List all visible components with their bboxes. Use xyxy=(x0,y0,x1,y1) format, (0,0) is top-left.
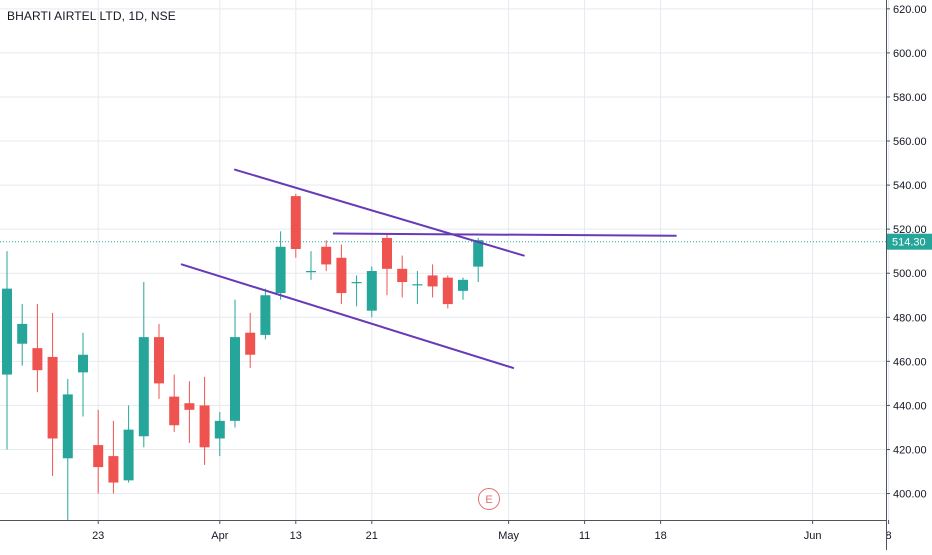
candle-body[interactable] xyxy=(458,279,468,291)
candle[interactable] xyxy=(290,193,301,258)
candle[interactable] xyxy=(336,244,347,305)
last-price-value: 514.30 xyxy=(892,237,926,249)
y-tick-label: 440.00 xyxy=(893,400,927,412)
candle[interactable] xyxy=(351,275,362,307)
candle-body[interactable] xyxy=(169,396,180,426)
candle[interactable] xyxy=(154,323,164,399)
trendline[interactable] xyxy=(180,263,515,369)
candle-body[interactable] xyxy=(154,337,164,384)
candle-body[interactable] xyxy=(366,271,377,311)
candle[interactable] xyxy=(214,412,225,457)
candle-body[interactable] xyxy=(260,295,271,335)
y-tick-label: 480.00 xyxy=(893,312,927,324)
x-tick-label: 18 xyxy=(654,530,666,542)
candle[interactable] xyxy=(321,240,332,272)
y-tick-label: 460.00 xyxy=(893,356,927,368)
y-tick-label: 560.00 xyxy=(893,136,927,148)
candle[interactable] xyxy=(306,251,316,280)
candle-body[interactable] xyxy=(108,456,119,483)
earnings-marker[interactable]: E xyxy=(478,488,500,510)
candle[interactable] xyxy=(442,275,453,309)
candle-body[interactable] xyxy=(62,394,73,459)
y-tick-label: 520.00 xyxy=(893,224,927,236)
candle[interactable] xyxy=(275,231,286,300)
candle[interactable] xyxy=(245,312,256,368)
x-tick-label: 8 xyxy=(886,530,892,542)
candle[interactable] xyxy=(473,237,484,283)
candle-body[interactable] xyxy=(32,348,43,371)
candle-body[interactable] xyxy=(321,246,332,265)
trendline[interactable] xyxy=(332,232,677,237)
candle-body[interactable] xyxy=(351,282,362,284)
candle[interactable] xyxy=(427,264,438,298)
candle[interactable] xyxy=(458,277,468,300)
candle-body[interactable] xyxy=(275,246,286,294)
candles[interactable] xyxy=(2,193,484,520)
candle-body[interactable] xyxy=(184,403,195,410)
candle[interactable] xyxy=(17,304,28,366)
candle[interactable] xyxy=(397,255,408,298)
candle-body[interactable] xyxy=(214,420,225,439)
x-tick-label: 21 xyxy=(366,530,378,542)
candle-body[interactable] xyxy=(199,405,210,448)
candle-body[interactable] xyxy=(397,268,408,283)
candle[interactable] xyxy=(260,288,271,340)
candle-body[interactable] xyxy=(336,257,347,294)
y-tick-label: 620.00 xyxy=(893,4,927,16)
y-tick-label: 500.00 xyxy=(893,268,927,280)
trendlines[interactable] xyxy=(180,168,677,369)
chart-title: BHARTI AIRTEL LTD, 1D, NSE xyxy=(7,9,176,23)
y-tick-label: 400.00 xyxy=(893,489,927,501)
candle[interactable] xyxy=(108,420,119,494)
candle[interactable] xyxy=(382,233,392,296)
y-tick-label: 600.00 xyxy=(893,48,927,60)
candle-body[interactable] xyxy=(47,356,58,439)
candle-body[interactable] xyxy=(245,332,256,355)
y-tick-label: 420.00 xyxy=(893,444,927,456)
x-tick-label: 23 xyxy=(92,530,104,542)
candle-body[interactable] xyxy=(93,445,104,468)
candle-body[interactable] xyxy=(138,337,149,437)
candle-body[interactable] xyxy=(473,240,484,267)
x-tick-label: May xyxy=(498,530,519,542)
x-tick-label: Apr xyxy=(211,530,228,542)
candle[interactable] xyxy=(123,405,134,483)
candle-body[interactable] xyxy=(17,323,28,344)
y-tick-label: 580.00 xyxy=(893,92,927,104)
candle-body[interactable] xyxy=(412,284,423,286)
candle[interactable] xyxy=(47,312,58,476)
candle[interactable] xyxy=(230,299,240,428)
candle-body[interactable] xyxy=(306,271,316,273)
x-tick-label: 13 xyxy=(290,530,302,542)
candle-body[interactable] xyxy=(123,429,134,481)
candle-body[interactable] xyxy=(427,275,438,287)
x-tick-label: Jun xyxy=(804,530,822,542)
candle[interactable] xyxy=(2,251,12,450)
candle-body[interactable] xyxy=(442,277,453,305)
last-price-label[interactable]: 514.30 xyxy=(887,233,932,250)
candle[interactable] xyxy=(78,332,88,417)
candle[interactable] xyxy=(412,271,423,305)
candle[interactable] xyxy=(93,409,104,494)
candle[interactable] xyxy=(169,374,180,432)
candle-body[interactable] xyxy=(230,337,240,421)
last-price-label-bg xyxy=(887,233,932,250)
candle-body[interactable] xyxy=(382,237,392,269)
candle[interactable] xyxy=(138,282,149,448)
candle-body[interactable] xyxy=(290,196,301,249)
candle[interactable] xyxy=(184,381,195,443)
y-tick-label: 540.00 xyxy=(893,180,927,192)
candle[interactable] xyxy=(62,378,73,520)
candle-body[interactable] xyxy=(2,288,12,375)
candle[interactable] xyxy=(199,376,210,465)
trendline[interactable] xyxy=(234,168,525,257)
candle-body[interactable] xyxy=(78,354,88,373)
candle[interactable] xyxy=(366,266,377,318)
x-tick-label: 11 xyxy=(579,530,590,542)
candle[interactable] xyxy=(32,304,43,393)
